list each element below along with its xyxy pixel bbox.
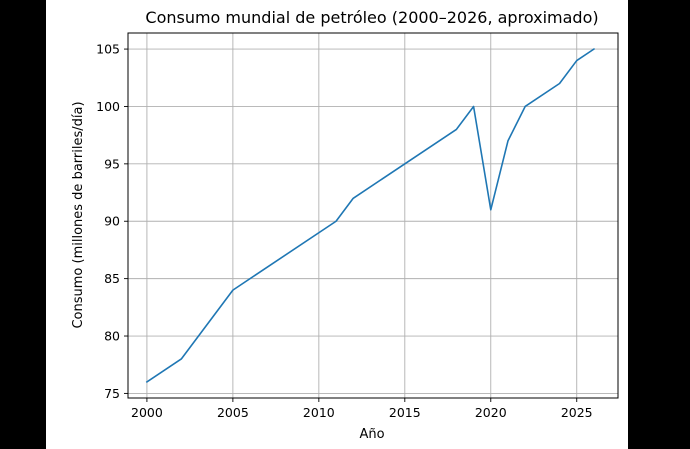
x-tick-label: 2025 — [561, 405, 593, 420]
y-tick-label: 105 — [96, 42, 120, 57]
x-tick-label: 2020 — [475, 405, 507, 420]
y-tick-label: 100 — [96, 99, 120, 114]
y-tick-label: 85 — [104, 271, 120, 286]
x-tick-label: 2010 — [303, 405, 335, 420]
y-tick-label: 90 — [104, 214, 120, 229]
x-tick-label: 2015 — [389, 405, 421, 420]
grid — [128, 33, 618, 398]
y-tick-label: 80 — [104, 329, 120, 344]
x-tick-label: 2000 — [131, 405, 163, 420]
series-line-0 — [145, 47, 596, 384]
x-axis-label: Año — [359, 427, 384, 442]
y-tick-label: 95 — [104, 156, 120, 171]
figure: Consumo mundial de petróleo (2000–2026, … — [46, 0, 628, 449]
line-chart: Consumo mundial de petróleo (2000–2026, … — [71, 8, 619, 442]
x-tick-label: 2005 — [217, 405, 249, 420]
y-axis: 75 80 85 90 95 100 105 — [96, 42, 128, 401]
series-layer — [145, 47, 596, 384]
y-tick-label: 75 — [104, 386, 120, 401]
plot-frame — [127, 32, 619, 399]
chart-title: Consumo mundial de petróleo (2000–2026, … — [145, 8, 598, 27]
x-axis: 2000 2005 2010 2015 2020 2025 — [131, 398, 593, 420]
y-axis-label: Consumo (millones de barriles/día) — [71, 101, 86, 328]
